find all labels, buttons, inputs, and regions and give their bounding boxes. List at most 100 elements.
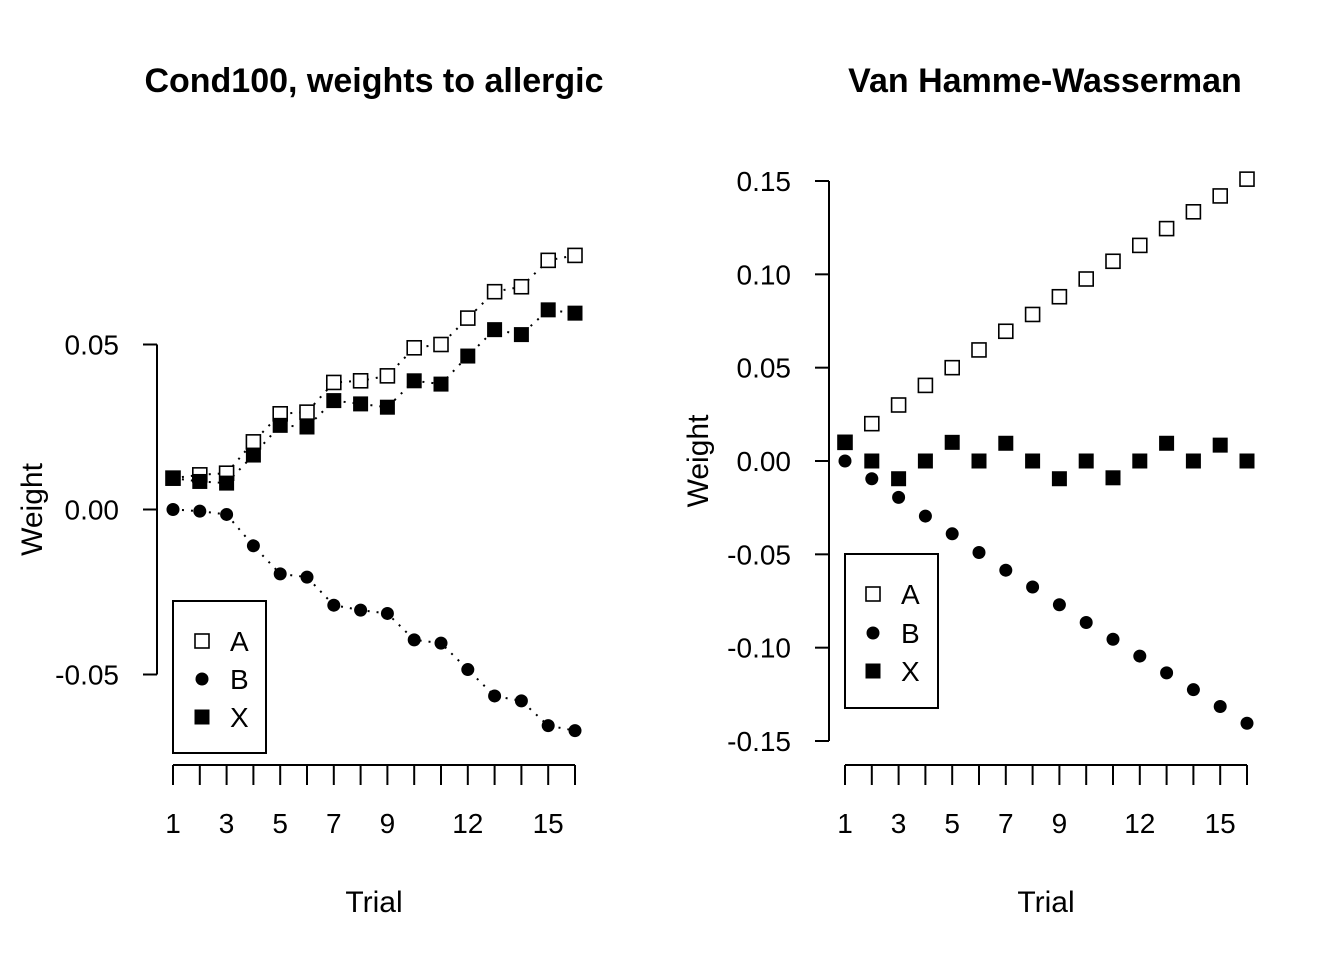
point-b (1240, 716, 1254, 730)
legend-label-x: X (230, 702, 249, 733)
point-a (1158, 220, 1175, 237)
point-x (487, 322, 503, 338)
point-b (972, 545, 986, 559)
x-tick-label: 5 (272, 808, 288, 839)
x-tick-label: 15 (1205, 808, 1236, 839)
point-a (944, 359, 961, 376)
point-x (837, 434, 853, 450)
point-b (166, 503, 180, 516)
y-tick-label: 0.00 (65, 495, 120, 526)
point-a (406, 339, 423, 356)
point-a (1051, 288, 1068, 305)
x-tick-label: 3 (219, 808, 235, 839)
point-x (1025, 453, 1041, 469)
point-a (1105, 253, 1121, 270)
point-b (327, 598, 341, 612)
point-x (379, 399, 395, 415)
point-a (1239, 171, 1255, 187)
chart-title: Van Hamme-Wasserman (848, 62, 1242, 100)
legend-marker-a (865, 586, 881, 602)
point-b (246, 539, 260, 553)
point-b (434, 636, 448, 650)
point-x (971, 453, 987, 469)
y-tick-label: 0.05 (65, 330, 120, 361)
x-tick-label: 1 (165, 808, 181, 839)
point-x (1105, 470, 1121, 486)
point-x (891, 471, 907, 487)
x-tick-label: 7 (998, 808, 1014, 839)
point-b (300, 570, 314, 584)
point-a (890, 397, 907, 413)
point-x (245, 447, 261, 463)
point-b (541, 719, 555, 733)
point-x (1051, 471, 1067, 487)
x-tick-label: 5 (944, 808, 960, 839)
point-b (1186, 683, 1200, 697)
point-b (1026, 580, 1040, 594)
y-tick-label: -0.05 (727, 539, 791, 570)
point-b (220, 507, 234, 521)
point-a (1132, 237, 1148, 254)
x-tick-label: 9 (1052, 808, 1068, 839)
point-x (1159, 435, 1175, 451)
point-b (1213, 699, 1227, 713)
point-b (918, 509, 932, 523)
y-tick-label: -0.05 (55, 660, 119, 691)
x-tick-label: 12 (1124, 808, 1155, 839)
point-x (1239, 453, 1255, 469)
point-b (514, 694, 528, 708)
point-b (838, 454, 852, 468)
point-a (433, 336, 449, 353)
legend-label-b: B (901, 618, 920, 649)
y-tick-label: -0.10 (727, 633, 791, 664)
point-x (433, 376, 449, 392)
legend-marker-a (194, 633, 210, 649)
point-b (407, 633, 421, 647)
point-x (1132, 453, 1148, 469)
x-tick-label: 7 (326, 808, 342, 839)
x-tick-label: 9 (380, 808, 396, 839)
panel-cond100: Cond100, weights to allergic Trial Weight -… (16, 62, 604, 919)
point-a (863, 415, 880, 432)
point-a (352, 372, 369, 389)
legend-marker-x (865, 663, 881, 679)
point-x (353, 396, 369, 412)
series-line-x (172, 308, 576, 485)
x-tick-label: 3 (891, 808, 907, 839)
legend-marker-b (866, 626, 880, 640)
point-x (406, 373, 422, 389)
panel-van-hamme-wasserman: Van Hamme-Wasserman Trial Weight -0.15 -0.10… (682, 62, 1255, 919)
series-line-b (172, 508, 576, 732)
point-a (1185, 204, 1202, 220)
legend-label-x: X (901, 656, 920, 687)
legend-box (172, 600, 267, 754)
point-x (540, 302, 556, 318)
legend-marker-b (195, 672, 209, 686)
point-a (459, 310, 476, 326)
point-x (165, 470, 181, 486)
point-a (513, 278, 530, 295)
point-a (567, 247, 583, 264)
legend-label-b: B (230, 664, 249, 695)
point-b (1133, 649, 1147, 663)
point-x (1185, 453, 1201, 469)
point-x (567, 305, 583, 321)
y-tick-label: 0.05 (737, 353, 792, 384)
point-x (998, 435, 1014, 451)
point-a (1024, 306, 1041, 323)
point-b (999, 563, 1013, 577)
point-a (325, 374, 342, 391)
x-tick-label: 12 (452, 808, 483, 839)
y-tick-label: 0.10 (737, 259, 792, 290)
point-a (379, 368, 396, 384)
point-a (1212, 188, 1228, 204)
point-a (486, 283, 503, 300)
point-b (945, 527, 959, 541)
point-b (193, 504, 207, 518)
point-a (299, 404, 315, 420)
point-b (1106, 632, 1120, 646)
y-tick-label: 0.15 (737, 166, 792, 197)
y-axis-label: Weight (16, 462, 49, 555)
legend-box (844, 553, 939, 709)
